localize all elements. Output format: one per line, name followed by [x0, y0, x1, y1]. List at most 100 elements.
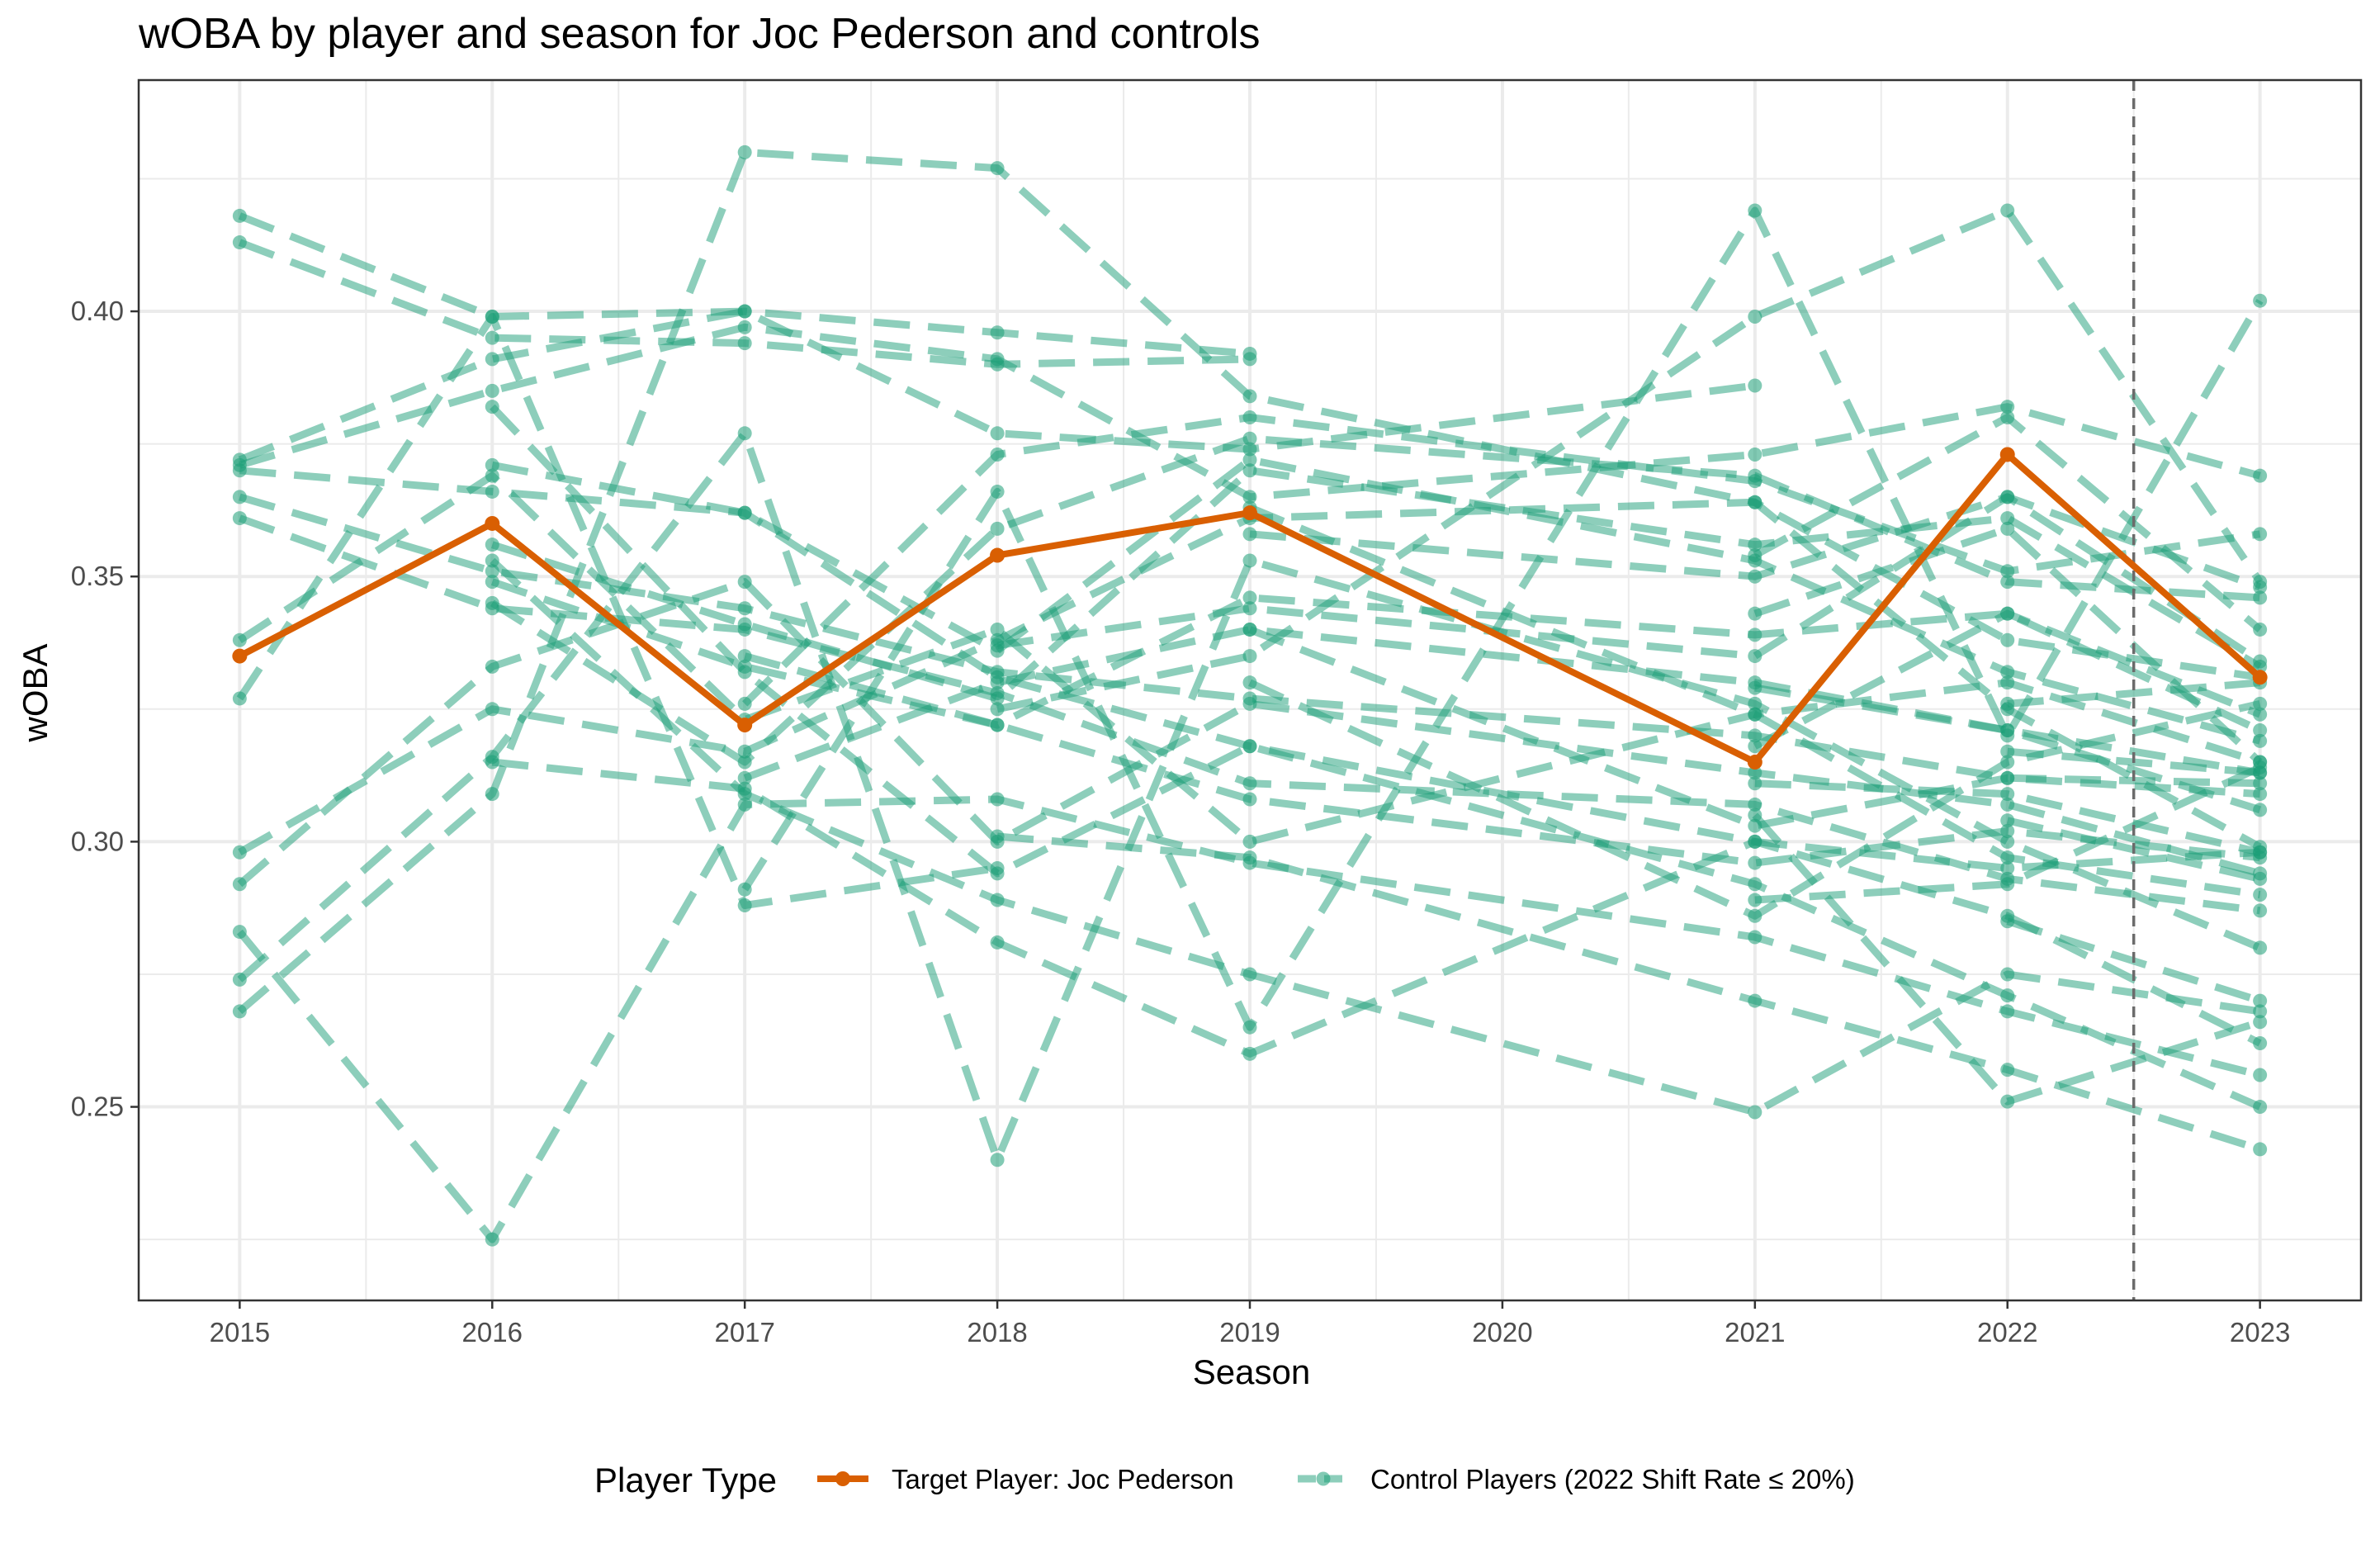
control-player-point [2253, 707, 2268, 722]
target-player-point [990, 547, 1005, 563]
control-player-point [1748, 877, 1763, 892]
control-player-point [485, 595, 499, 610]
control-player-point [2253, 696, 2268, 711]
control-player-point [2000, 675, 2015, 690]
x-tick-label: 2020 [1472, 1317, 1532, 1347]
legend-key-target-point [835, 1471, 850, 1486]
control-player-point [2000, 988, 2015, 1003]
control-player-line-7 [238, 514, 2261, 915]
y-axis-title: wOBA [16, 643, 54, 742]
control-player-point [1748, 495, 1763, 509]
target-player-line [238, 451, 2263, 765]
control-player-point [1748, 447, 1763, 462]
control-player-point [1242, 452, 1257, 467]
control-player-point [2253, 1068, 2268, 1082]
control-player-point [990, 447, 1005, 462]
control-player-point [485, 484, 499, 499]
control-player-line-40 [2007, 679, 2260, 708]
x-tick-label: 2019 [1219, 1317, 1280, 1347]
control-player-point [1242, 553, 1257, 568]
control-player-point [1748, 1105, 1763, 1120]
control-player-point [485, 538, 499, 552]
control-player-point [1242, 739, 1257, 754]
control-player-line-22 [741, 206, 2264, 1031]
control-player-point [2000, 850, 2015, 865]
control-player-point [737, 575, 752, 590]
control-player-line-9 [236, 313, 998, 909]
control-player-point [485, 400, 499, 414]
control-player-line-5 [239, 467, 2260, 872]
control-player-point [2253, 1004, 2268, 1019]
control-player-point [737, 770, 752, 785]
control-player-point [232, 845, 247, 860]
control-player-point [1748, 834, 1763, 849]
x-tick-label: 2018 [967, 1317, 1027, 1347]
control-player-point [232, 463, 247, 478]
control-player-line-28 [996, 493, 2263, 665]
control-player-point [990, 702, 1005, 717]
control-player-line-13 [237, 429, 2262, 1164]
control-player-point [1748, 628, 1763, 642]
control-player-line-30 [1248, 626, 2260, 830]
control-player-point [1748, 680, 1763, 695]
control-player-point [485, 352, 499, 367]
control-player-point [232, 691, 247, 706]
control-player-point [2000, 606, 2015, 621]
control-player-point [2000, 696, 2015, 711]
control-player-point [990, 352, 1005, 367]
control-player-line-24 [743, 626, 2261, 782]
control-player-point [1748, 474, 1763, 489]
control-player-point [1242, 431, 1257, 446]
control-player-point [1242, 463, 1257, 478]
control-player-point [2000, 755, 2015, 770]
control-player-point [737, 696, 752, 711]
target-player-point [1747, 755, 1763, 770]
control-player-point [2000, 575, 2015, 590]
control-player-point [990, 935, 1005, 950]
y-tick-label: 0.30 [71, 826, 124, 856]
control-player-point [1242, 490, 1257, 504]
control-player-point [2253, 1015, 2268, 1030]
control-player-point [2000, 824, 2015, 839]
control-player-point [485, 575, 499, 590]
control-player-line-32 [1248, 679, 2261, 920]
control-player-point [1748, 908, 1763, 923]
control-player-point [990, 521, 1005, 536]
control-player-point [2253, 654, 2268, 669]
control-player-point [2253, 580, 2268, 594]
control-player-point [1242, 622, 1257, 637]
control-player-point [2000, 722, 2015, 737]
control-player-point [485, 787, 499, 802]
control-player-point [485, 659, 499, 674]
control-player-point [990, 691, 1005, 706]
control-player-point [2253, 622, 2268, 637]
control-player-point [2253, 888, 2268, 902]
control-player-point [1242, 442, 1257, 457]
control-player-point [1242, 834, 1257, 849]
control-player-point [2000, 1063, 2015, 1077]
control-player-point [1242, 352, 1257, 367]
control-player-point [1748, 203, 1763, 218]
control-player-point [737, 882, 752, 897]
control-player-point [2000, 400, 2015, 414]
control-player-point [2253, 871, 2268, 886]
control-player-point [1242, 1046, 1257, 1061]
control-player-line-10 [238, 498, 2261, 856]
plot-panel: 2015 2016 2017 2018 2019 2020 2021 2022 2023 0.25… [71, 78, 2363, 1347]
control-player-point [232, 511, 247, 526]
control-player-point [737, 781, 752, 796]
control-player-point [2000, 813, 2015, 828]
control-player-point [2253, 722, 2268, 737]
control-player-line-26 [996, 206, 2264, 713]
control-player-point [2253, 527, 2268, 542]
control-player-point [737, 755, 752, 770]
control-player-point [2000, 967, 2015, 982]
control-player-point [232, 490, 247, 504]
control-player-point [232, 235, 247, 250]
control-player-point [232, 925, 247, 940]
legend-key-control-point [1316, 1471, 1331, 1486]
control-player-point [737, 336, 752, 351]
control-player-line-35 [1754, 684, 2261, 814]
control-player-point [1748, 765, 1763, 780]
